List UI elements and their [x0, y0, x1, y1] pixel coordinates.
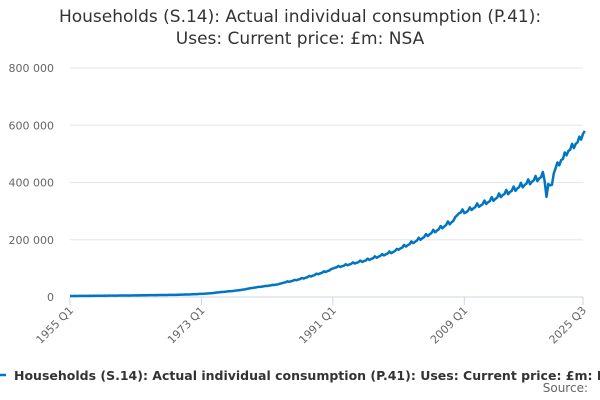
x-tick-label: 2009 Q1 [428, 304, 471, 347]
x-tick-label: 2025 Q3 [547, 304, 590, 347]
x-tick-label: 1973 Q1 [165, 304, 208, 347]
y-tick-label: 200 000 [9, 234, 55, 247]
y-tick-label: 0 [47, 291, 54, 304]
legend-label: Households (S.14): Actual individual con… [14, 368, 600, 383]
x-tick-label: 1955 Q1 [34, 304, 77, 347]
y-tick-label: 600 000 [9, 119, 55, 132]
y-tick-label: 800 000 [9, 62, 55, 75]
x-tick-label: 1991 Q1 [296, 304, 339, 347]
y-tick-label: 400 000 [9, 177, 55, 190]
source-label: Source: [543, 381, 588, 395]
series-line [69, 130, 586, 298]
chart-title: Households (S.14): Actual individual con… [58, 7, 542, 49]
